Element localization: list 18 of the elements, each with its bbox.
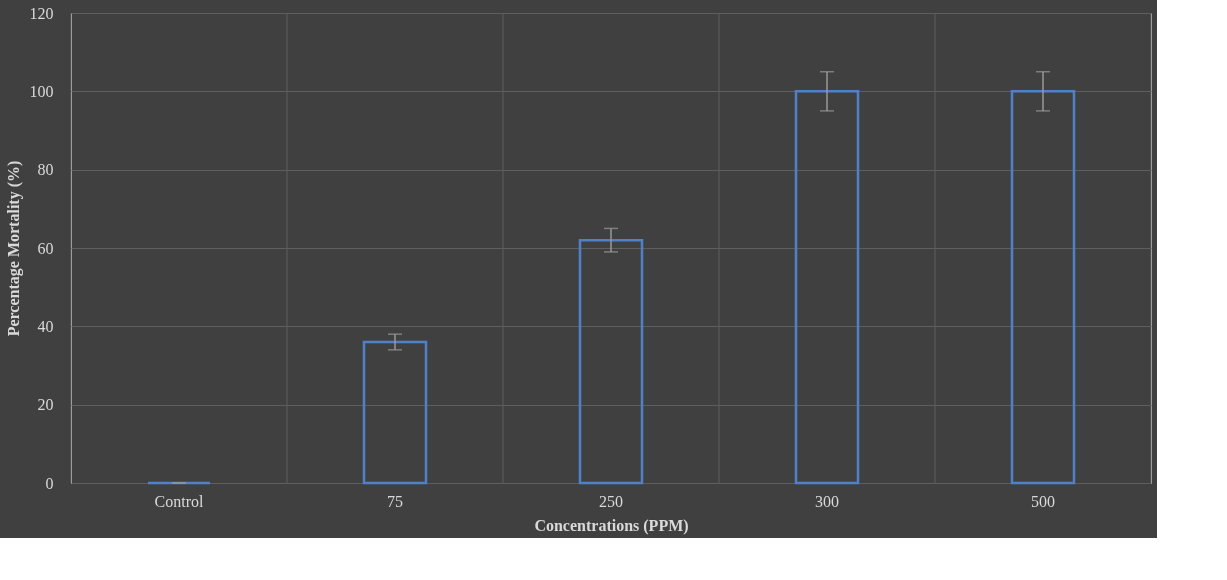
- y-tick-label: 20: [37, 396, 54, 414]
- y-tick-label: 80: [37, 161, 54, 179]
- bar: [1010, 90, 1076, 485]
- y-tick-label: 100: [29, 82, 54, 100]
- x-tick-label: 500: [1031, 492, 1055, 510]
- y-tick-label: 40: [37, 317, 54, 335]
- y-tick-label: 60: [37, 239, 54, 257]
- x-tick-label: 75: [387, 492, 403, 510]
- x-axis-title: Concentrations (PPM): [534, 516, 689, 535]
- x-tick-label: 250: [599, 492, 623, 510]
- bar: [362, 340, 428, 485]
- x-tick-label: 300: [815, 492, 839, 510]
- x-tick-label: Control: [154, 492, 204, 510]
- y-tick-label: 0: [45, 474, 54, 492]
- y-tick-label: 120: [29, 4, 54, 22]
- y-axis-title: Percentage Mortality (%): [4, 160, 23, 337]
- bar: [794, 90, 860, 485]
- bar: [578, 238, 644, 485]
